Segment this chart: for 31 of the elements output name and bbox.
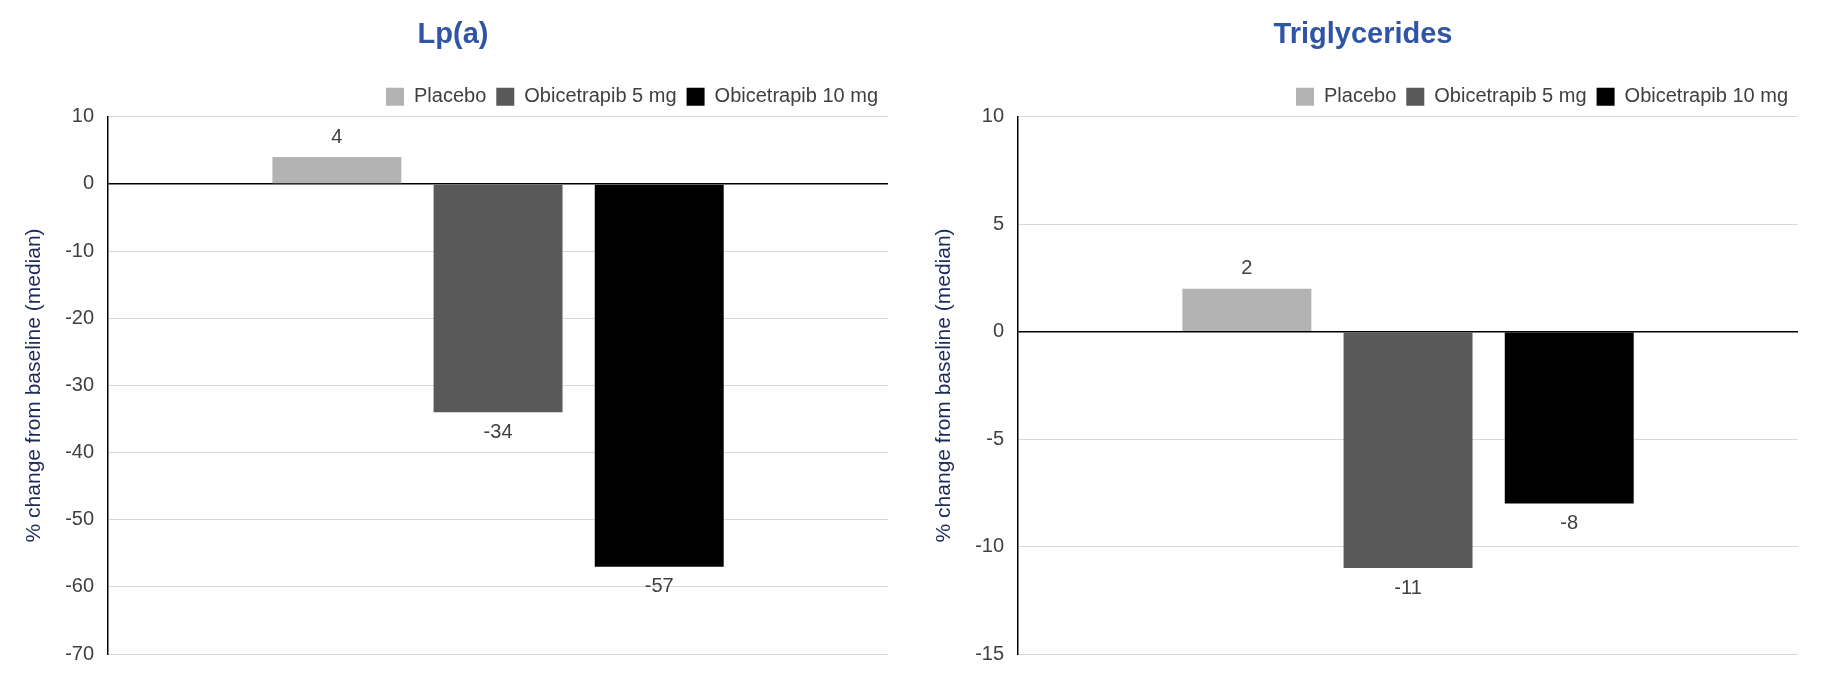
legend-label: Obicetrapib 5 mg: [524, 84, 677, 107]
y-tick-label: -10: [65, 238, 95, 261]
data-label: -34: [483, 419, 513, 442]
y-axis-title: % change from baseline (median): [931, 228, 955, 543]
y-tick-label: -10: [975, 534, 1005, 557]
chart-title: Triglycerides: [1273, 17, 1453, 50]
data-label: -11: [1394, 575, 1422, 598]
y-tick-label: 0: [992, 319, 1005, 342]
legend-label: Obicetrapib 5 mg: [1434, 84, 1587, 107]
y-tick-label: -20: [65, 305, 95, 328]
y-tick-label: -30: [65, 372, 95, 395]
y-tick-label: 0: [82, 171, 95, 194]
legend-label: Placebo: [1324, 84, 1397, 107]
y-tick-label: -50: [65, 507, 95, 530]
y-axis-title: % change from baseline (median): [21, 228, 45, 543]
y-tick-label: -70: [65, 641, 95, 664]
y-tick-label: 10: [981, 104, 1005, 127]
data-label: -57: [644, 574, 674, 597]
y-tick-label: -5: [986, 426, 1005, 449]
chart-title: Lp(a): [417, 17, 489, 50]
legend-label: Obicetrapib 10 mg: [714, 84, 878, 107]
y-tick-label: 5: [992, 211, 1005, 234]
y-tick-label: -15: [975, 641, 1005, 664]
data-label: 2: [1241, 256, 1253, 279]
y-tick-label: 10: [71, 104, 95, 127]
data-label: -8: [1560, 511, 1579, 534]
data-label: 4: [331, 124, 343, 147]
legend-label: Placebo: [414, 84, 487, 107]
y-tick-label: -40: [65, 440, 95, 463]
legend-label: Obicetrapib 10 mg: [1624, 84, 1788, 107]
y-tick-label: -60: [65, 574, 95, 597]
